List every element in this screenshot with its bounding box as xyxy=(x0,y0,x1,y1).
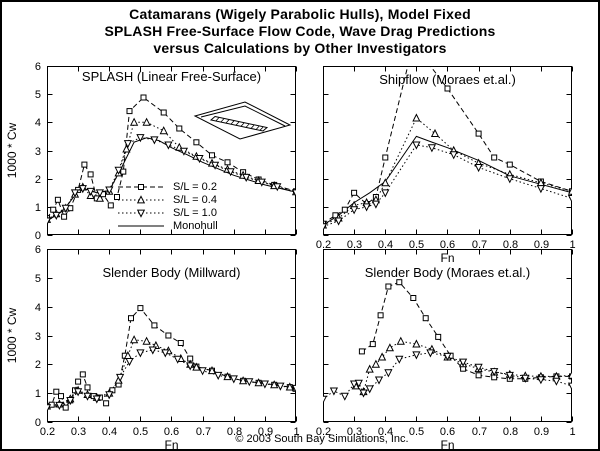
svg-text:0.2: 0.2 xyxy=(40,426,55,438)
svg-text:0.6: 0.6 xyxy=(440,239,455,251)
figure-title-line-3: versus Calculations by Other Investigato… xyxy=(153,40,447,56)
svg-text:1: 1 xyxy=(35,388,41,400)
chart-slender-body-moraes: 0.2 0.3 0.4 0.5 0.6 0.7 0.8 0.9 1 Fn Slender Body… xyxy=(316,249,576,449)
legend-item-sl-10: S/L = 1.0 xyxy=(117,206,218,219)
svg-text:0.7: 0.7 xyxy=(472,426,487,438)
svg-text:6: 6 xyxy=(35,61,41,73)
moraes-plot-area: 0.2 0.3 0.4 0.5 0.6 0.7 0.8 0.9 1 Fn xyxy=(316,249,576,449)
svg-text:3: 3 xyxy=(35,146,41,158)
legend-item-sl-02: S/L = 0.2 xyxy=(117,180,218,193)
svg-text:Fn: Fn xyxy=(440,438,454,451)
svg-text:0.5: 0.5 xyxy=(409,239,424,251)
splash-plot-area: 0 1 2 3 4 5 6 1000 * Cw xyxy=(5,61,297,242)
svg-text:1: 1 xyxy=(293,426,299,438)
legend-label: S/L = 1.0 xyxy=(173,206,217,219)
moraes-plot-title: Slender Body (Moraes et.al.) xyxy=(364,265,531,280)
legend-item-sl-04: S/L = 0.4 xyxy=(117,193,218,206)
shipflow-plot-area: 0.2 0.3 0.4 0.5 0.6 0.7 0.8 0.9 1 Fn xyxy=(316,66,576,265)
svg-text:5: 5 xyxy=(35,273,41,285)
svg-text:4: 4 xyxy=(35,117,41,129)
svg-text:3: 3 xyxy=(35,331,41,343)
svg-text:1: 1 xyxy=(35,202,41,214)
shipflow-plot-title: Shipflow (Moraes et.al.) xyxy=(379,72,516,87)
svg-text:0.8: 0.8 xyxy=(503,239,518,251)
svg-text:1: 1 xyxy=(569,239,575,251)
svg-text:1000 * Cw: 1000 * Cw xyxy=(5,307,19,363)
svg-text:Fn: Fn xyxy=(440,251,454,265)
svg-text:5: 5 xyxy=(35,89,41,101)
figure-title: Catamarans (Wigely Parabolic Hulls), Mod… xyxy=(2,6,598,57)
svg-text:2: 2 xyxy=(35,174,41,186)
legend-item-monohull: Monohull xyxy=(117,219,218,232)
legend-line-sample-triangle-up xyxy=(118,194,164,203)
svg-text:1: 1 xyxy=(569,426,575,438)
figure-title-line-1: Catamarans (Wigely Parabolic Hulls), Mod… xyxy=(129,6,471,22)
millward-plot-title: Slender Body (Millward) xyxy=(102,265,241,280)
svg-text:0.2: 0.2 xyxy=(316,239,331,251)
svg-text:0: 0 xyxy=(35,417,41,429)
hull-schematic-icon xyxy=(193,101,292,140)
chart-shipflow: 0.2 0.3 0.4 0.5 0.6 0.7 0.8 0.9 1 Fn Shipflow (Mo… xyxy=(316,66,576,265)
figure-title-line-2: SPLASH Free-Surface Flow Code, Wave Drag… xyxy=(104,23,496,39)
svg-text:0.9: 0.9 xyxy=(534,239,549,251)
svg-text:0: 0 xyxy=(35,230,41,242)
legend-label: Monohull xyxy=(173,219,218,232)
svg-text:0.4: 0.4 xyxy=(102,426,117,438)
svg-text:0.3: 0.3 xyxy=(347,426,362,438)
svg-text:0.6: 0.6 xyxy=(164,426,179,438)
legend-line-sample-solid xyxy=(118,225,164,226)
legend-label: S/L = 0.2 xyxy=(173,180,217,193)
copyright-notice: © 2003 South Bay Simulations, Inc. xyxy=(235,433,409,445)
svg-text:6: 6 xyxy=(35,244,41,256)
svg-text:0.5: 0.5 xyxy=(409,426,424,438)
legend: S/L = 0.2 S/L = 0.4 S/L = 1.0 Monohull xyxy=(117,180,218,232)
legend-line-sample-triangle-down xyxy=(118,209,164,218)
splash-plot-title: SPLASH (Linear Free-Surface) xyxy=(81,69,262,84)
svg-text:0.9: 0.9 xyxy=(534,426,549,438)
chart-splash: 0 1 2 3 4 5 6 1000 * Cw SPLASH (Linear Free-Sur… xyxy=(5,61,297,242)
svg-text:0.8: 0.8 xyxy=(227,426,242,438)
svg-text:0.7: 0.7 xyxy=(196,426,211,438)
millward-plot-area: 0.2 0.3 0.4 0.5 0.6 0.7 0.8 0.9 1 0 1 2 3 4 5 6 Fn 1000 *… xyxy=(5,244,300,449)
svg-text:4: 4 xyxy=(35,302,41,314)
svg-text:0.5: 0.5 xyxy=(133,426,148,438)
legend-line-sample-square xyxy=(118,183,164,190)
svg-text:0.4: 0.4 xyxy=(378,239,393,251)
svg-text:1000 * Cw: 1000 * Cw xyxy=(5,122,19,178)
svg-text:0.2: 0.2 xyxy=(316,426,331,438)
chart-slender-body-millward: 0.2 0.3 0.4 0.5 0.6 0.7 0.8 0.9 1 0 1 2 3 4 5 6 Fn 1000 *… xyxy=(5,244,300,449)
svg-text:0.6: 0.6 xyxy=(440,426,455,438)
legend-label: S/L = 0.4 xyxy=(173,193,217,206)
svg-text:0.3: 0.3 xyxy=(71,426,86,438)
svg-text:2: 2 xyxy=(35,359,41,371)
svg-text:0.4: 0.4 xyxy=(378,426,393,438)
svg-text:0.9: 0.9 xyxy=(258,426,273,438)
svg-text:0.8: 0.8 xyxy=(503,426,518,438)
svg-text:Fn: Fn xyxy=(164,438,178,451)
svg-text:0.7: 0.7 xyxy=(472,239,487,251)
svg-text:0.3: 0.3 xyxy=(347,239,362,251)
